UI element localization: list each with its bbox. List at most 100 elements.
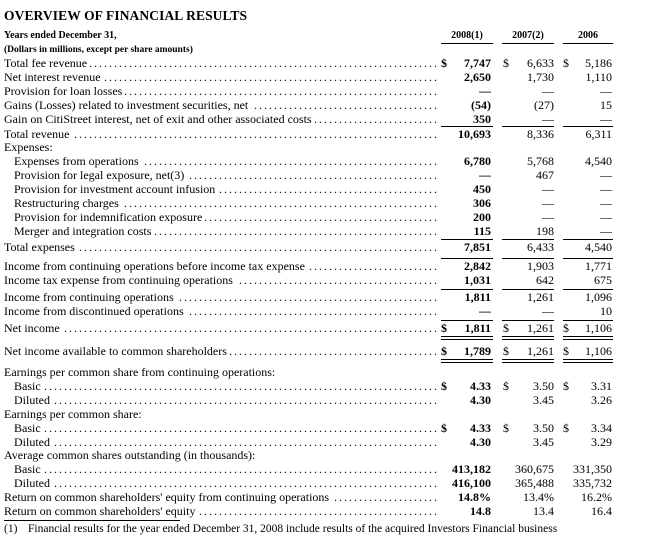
table-row: ........................................… xyxy=(0,274,653,287)
single-rule xyxy=(563,289,613,290)
leader-dots: ........................................… xyxy=(14,463,439,476)
table-row: ........................................… xyxy=(0,241,653,254)
cell-2006 xyxy=(564,366,612,379)
cell-2006: — xyxy=(600,84,612,98)
units-subheader: (Dollars in millions, except per share a… xyxy=(4,45,193,55)
cell-2008: — xyxy=(479,168,491,182)
cell-2007: — xyxy=(542,182,554,196)
double-rule xyxy=(441,336,493,340)
row-label-text: Gain on CitiStreet interest, net of exit… xyxy=(4,113,315,126)
cell-2008: 200 xyxy=(473,210,491,224)
leader-dots: ........................................… xyxy=(4,57,439,70)
table-row: ........................................… xyxy=(0,211,653,224)
currency-symbol: $ xyxy=(441,321,447,335)
cell-2007: 1,903 xyxy=(527,259,554,273)
single-rule xyxy=(502,126,554,127)
currency-symbol: $ xyxy=(503,56,509,70)
table-row: ........................................… xyxy=(0,197,653,210)
column-header-2006: 2006 xyxy=(563,30,613,44)
cell-2006: 15 xyxy=(600,98,612,112)
currency-symbol: $ xyxy=(503,321,509,335)
column-header-2008: 2008(1) xyxy=(441,30,493,44)
cell-2007: 6,433 xyxy=(527,240,554,254)
cell-2006: 1,096 xyxy=(585,290,612,304)
row-label-text: Earnings per common share: xyxy=(4,408,145,421)
row-label-text: Return on common shareholders' equity fr… xyxy=(4,491,333,504)
single-rule xyxy=(441,320,493,321)
leader-dots: ........................................… xyxy=(4,128,439,141)
cell-2007: 1,261 xyxy=(527,344,554,358)
row-label: Earnings per common share: xyxy=(4,408,439,421)
cell-2008: 4.30 xyxy=(470,435,491,449)
cell-2006: 1,110 xyxy=(585,70,612,84)
currency-symbol: $ xyxy=(563,379,569,393)
table-row: ........................................… xyxy=(0,128,653,141)
cell-2008: 7,851 xyxy=(464,240,491,254)
row-label-text: Restructuring charges xyxy=(14,197,122,210)
cell-2008: 1,811 xyxy=(464,321,491,335)
cell-2007 xyxy=(503,141,554,154)
cell-2007: — xyxy=(542,112,554,126)
table-row: Earnings per common share from continuin… xyxy=(0,366,653,379)
row-label-text: Gains (Losses) related to investment sec… xyxy=(4,99,252,112)
double-rule xyxy=(441,359,493,363)
cell-2007: 198 xyxy=(536,224,554,238)
table-row: Expenses: xyxy=(0,141,653,154)
row-label: ........................................… xyxy=(14,463,439,476)
table-row: ........................................… xyxy=(0,505,653,518)
footnote-text: Financial results for the year ended Dec… xyxy=(28,523,558,535)
row-label: ........................................… xyxy=(4,305,439,318)
cell-2007: 1,730 xyxy=(527,70,554,84)
row-label: ........................................… xyxy=(14,477,439,490)
footnote-number: (1) xyxy=(4,523,18,535)
table-row: ........................................… xyxy=(0,463,653,476)
row-label: ........................................… xyxy=(4,505,439,518)
row-label: ........................................… xyxy=(4,113,439,126)
table-row: ........................................… xyxy=(0,394,653,407)
cell-2008: 1,789 xyxy=(464,344,491,358)
leader-dots: ........................................… xyxy=(14,436,439,449)
cell-2006: 4,540 xyxy=(585,240,612,254)
footnote: (1) Financial results for the year ended … xyxy=(4,522,644,536)
cell-2006: 6,311 xyxy=(585,127,612,141)
row-label: ........................................… xyxy=(4,274,439,287)
cell-2006: 3.26 xyxy=(591,393,612,407)
cell-2006 xyxy=(564,408,612,421)
cell-2008: 14.8% xyxy=(458,490,491,504)
currency-symbol: $ xyxy=(563,56,569,70)
double-rule xyxy=(502,359,554,363)
row-label: ........................................… xyxy=(14,422,439,435)
cell-2008: 350 xyxy=(473,112,491,126)
table-row: ........................................… xyxy=(0,422,653,435)
row-label: ........................................… xyxy=(4,99,439,112)
cell-2007: 6,633 xyxy=(527,56,554,70)
row-label: ........................................… xyxy=(4,322,439,335)
cell-2007: — xyxy=(542,196,554,210)
cell-2007: 13.4% xyxy=(523,490,554,504)
cell-2006: 335,732 xyxy=(573,476,612,490)
currency-symbol: $ xyxy=(503,379,509,393)
single-rule xyxy=(502,320,554,321)
currency-symbol: $ xyxy=(503,421,509,435)
cell-2008: 1,031 xyxy=(464,273,491,287)
row-label-text: Provision for indemnification exposure xyxy=(14,211,206,224)
table-row: ........................................… xyxy=(0,305,653,318)
row-label-text: Diluted xyxy=(14,477,53,490)
cell-2006 xyxy=(564,141,612,154)
single-rule xyxy=(563,239,613,240)
row-label: ........................................… xyxy=(14,197,439,210)
row-label: ........................................… xyxy=(14,183,439,196)
cell-2008 xyxy=(443,408,491,421)
row-label: ........................................… xyxy=(4,260,439,273)
cell-2008: 4.30 xyxy=(470,393,491,407)
table-row: ........................................… xyxy=(0,477,653,490)
table-row: ........................................… xyxy=(0,71,653,84)
cell-2006: 5,186 xyxy=(585,56,612,70)
cell-2006: 10 xyxy=(600,304,612,318)
single-rule xyxy=(441,289,493,290)
single-rule xyxy=(502,289,554,290)
row-label: ........................................… xyxy=(4,345,439,358)
row-label-text: Total fee revenue xyxy=(4,57,91,70)
cell-2007: 13.4 xyxy=(533,504,554,518)
cell-2008: — xyxy=(479,84,491,98)
